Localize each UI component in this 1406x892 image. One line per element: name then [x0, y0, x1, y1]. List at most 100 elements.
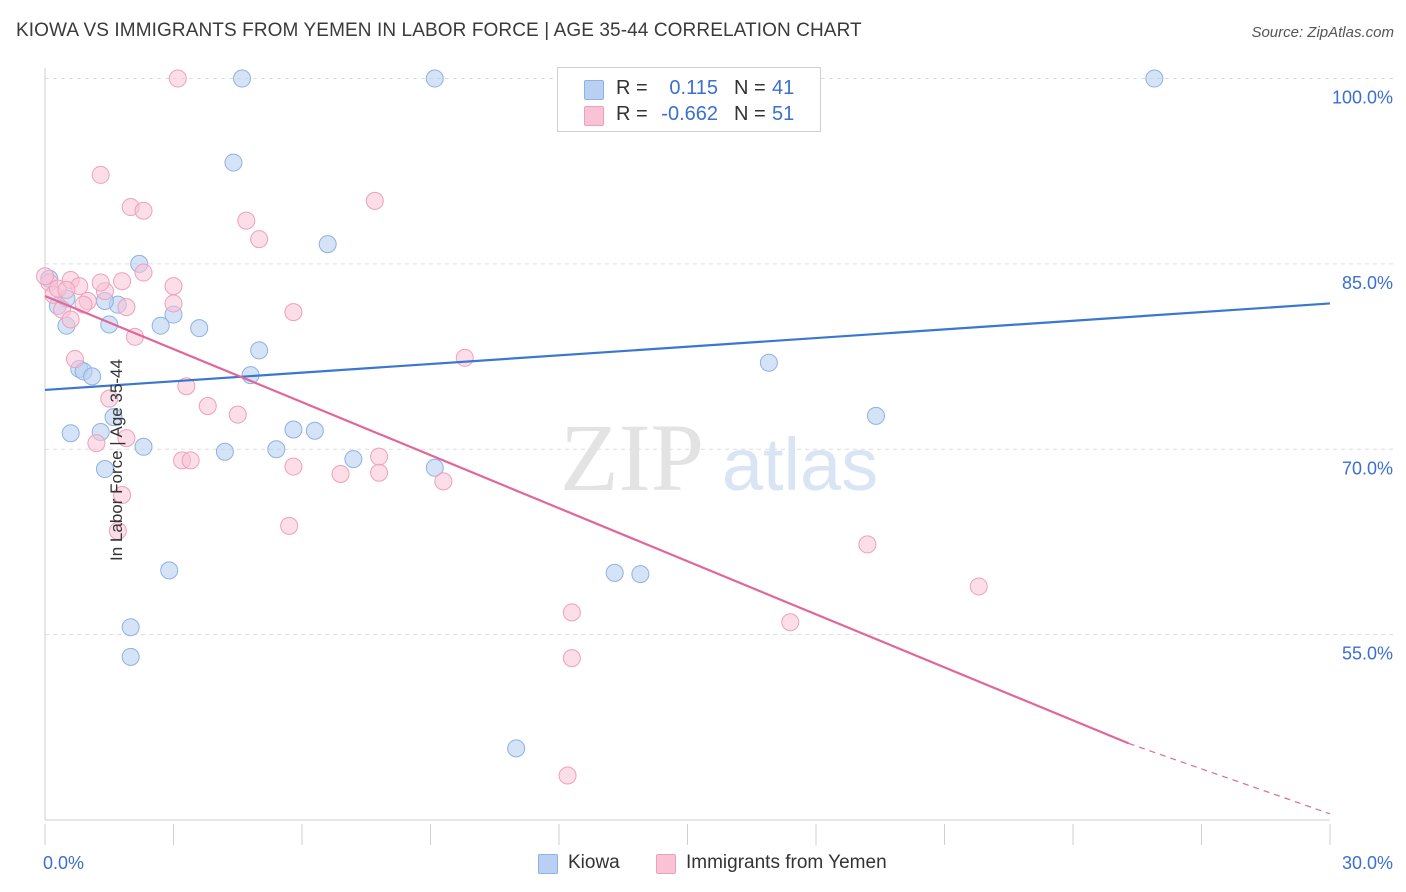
- y-tick-label: 70.0%: [1342, 458, 1393, 478]
- yemen-points: [36, 69, 988, 785]
- kiowa-point: [305, 421, 324, 440]
- legend-r-value: 0.115: [669, 77, 718, 99]
- yemen-point: [113, 485, 132, 504]
- yemen-point: [228, 405, 247, 424]
- yemen-swatch: [584, 106, 604, 126]
- watermark-zip: ZIP: [560, 404, 704, 511]
- legend-row-kiowa: R = 0.115 N = 41: [558, 76, 820, 102]
- yemen-point: [434, 472, 453, 491]
- kiowa-point: [318, 235, 337, 254]
- legend-r-label: R =: [616, 77, 648, 99]
- kiowa-point: [605, 563, 624, 582]
- kiowa-point: [61, 424, 80, 443]
- series-legend: Kiowa Immigrants from Yemen: [0, 852, 1406, 878]
- kiowa-point: [866, 406, 885, 425]
- yemen-point: [117, 429, 136, 448]
- kiowa-point: [507, 739, 526, 758]
- legend-n-value: 51: [772, 103, 795, 125]
- watermark-atlas: atlas: [722, 423, 878, 506]
- tick-labels: 100.0% 85.0% 70.0% 55.0% 0.0% 30.0%: [43, 88, 1393, 873]
- kiowa-swatch: [538, 854, 558, 874]
- watermark: ZIP atlas: [560, 404, 878, 511]
- legend-r-label: R =: [616, 103, 648, 125]
- kiowa-swatch: [584, 80, 604, 100]
- legend-r-value: -0.662: [661, 103, 718, 125]
- legend-row-yemen: R = -0.662 N = 51: [558, 102, 820, 128]
- source-label: Source: ZipAtlas.com: [1251, 24, 1394, 41]
- yemen-point: [562, 649, 581, 668]
- kiowa-point: [215, 442, 234, 461]
- yemen-point: [134, 201, 153, 220]
- yemen-point: [177, 377, 196, 396]
- yemen-point: [87, 434, 106, 453]
- kiowa-point: [631, 565, 650, 584]
- yemen-point: [113, 272, 132, 291]
- legend-label-kiowa: Kiowa: [568, 852, 620, 873]
- kiowa-point: [344, 450, 363, 469]
- yemen-point: [969, 577, 988, 596]
- yemen-point: [562, 603, 581, 622]
- kiowa-point: [250, 341, 269, 360]
- yemen-point: [164, 277, 183, 296]
- yemen-trend-extension: [1128, 742, 1331, 815]
- yemen-point: [558, 766, 577, 785]
- x-tick-label: 30.0%: [1342, 853, 1393, 873]
- trend-lines: [44, 295, 1331, 815]
- yemen-point: [74, 295, 93, 314]
- yemen-point: [370, 447, 389, 466]
- yemen-point: [91, 165, 110, 184]
- kiowa-point: [425, 458, 444, 477]
- yemen-point: [198, 397, 217, 416]
- correlation-legend: R = 0.115 N = 41 R = -0.662 N = 51: [557, 67, 821, 132]
- yemen-point: [117, 298, 136, 317]
- yemen-point: [36, 267, 54, 286]
- kiowa-point: [83, 367, 102, 386]
- y-axis-label: In Labor Force | Age 35-44: [106, 359, 126, 561]
- yemen-swatch: [656, 854, 676, 874]
- yemen-point: [61, 310, 80, 329]
- y-tick-label: 55.0%: [1342, 644, 1393, 664]
- kiowa-point: [284, 420, 303, 439]
- yemen-point: [250, 230, 269, 249]
- yemen-point: [57, 280, 76, 299]
- legend-label-yemen: Immigrants from Yemen: [686, 852, 887, 873]
- yemen-point: [91, 273, 110, 292]
- yemen-point: [365, 191, 384, 210]
- yemen-point: [164, 294, 183, 313]
- legend-n-label: N =: [734, 77, 766, 99]
- kiowa-point: [134, 437, 153, 456]
- kiowa-point: [121, 647, 140, 666]
- chart-title: KIOWA VS IMMIGRANTS FROM YEMEN IN LABOR …: [16, 20, 862, 41]
- kiowa-point: [151, 316, 170, 335]
- yemen-point: [284, 303, 303, 322]
- yemen-point: [134, 263, 153, 282]
- y-tick-label: 85.0%: [1342, 273, 1393, 293]
- kiowa-point: [233, 69, 252, 88]
- yemen-point: [370, 463, 389, 482]
- grid-lines: [45, 78, 1395, 636]
- kiowa-point: [190, 319, 209, 338]
- yemen-point: [181, 451, 200, 470]
- kiowa-point: [95, 460, 114, 479]
- yemen-point: [108, 521, 127, 540]
- kiowa-point: [160, 561, 179, 580]
- legend-n-label: N =: [734, 103, 766, 125]
- kiowa-point: [224, 153, 243, 172]
- kiowa-trend-line: [44, 302, 1331, 392]
- yemen-point: [331, 464, 350, 483]
- kiowa-point: [267, 440, 286, 459]
- kiowa-point: [121, 618, 140, 637]
- yemen-point: [168, 69, 187, 88]
- yemen-point: [65, 350, 84, 369]
- yemen-point: [284, 457, 303, 476]
- yemen-trend-line: [44, 295, 1130, 745]
- kiowa-point: [425, 69, 444, 88]
- axes: [44, 68, 1331, 845]
- yemen-point: [858, 535, 877, 554]
- x-tick-label: 0.0%: [43, 853, 84, 873]
- yemen-point: [237, 211, 256, 230]
- legend-n-value: 41: [772, 77, 795, 99]
- kiowa-point: [759, 353, 778, 372]
- yemen-point: [280, 516, 299, 535]
